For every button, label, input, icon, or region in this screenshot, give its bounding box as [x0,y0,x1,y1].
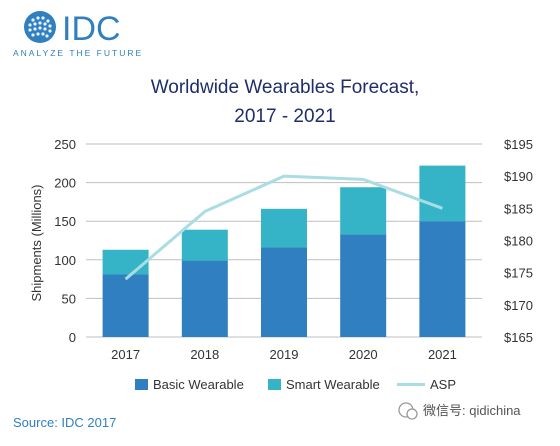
wechat-watermark: 微信号: qidichina [399,403,521,419]
y-tick-label: 50 [62,291,76,306]
bar-basic-wearable [340,234,386,337]
y-tick-label: 100 [54,253,76,268]
x-tick-label: 2020 [349,347,378,362]
x-tick-label: 2021 [428,347,457,362]
y-tick-label: 150 [54,214,76,229]
logo-tagline: ANALYZE THE FUTURE [13,48,143,58]
bar-basic-wearable [182,261,228,337]
bar-basic-wearable [419,221,465,337]
y2-tick-label: $175 [504,266,533,281]
y-tick-label: 250 [54,137,76,152]
globe-icon [24,11,56,43]
chart-title: Worldwide Wearables Forecast, [151,77,420,98]
legend-swatch-basic [135,379,148,390]
bar-smart-wearable [261,209,307,248]
x-tick-label: 2018 [190,347,219,362]
y-axis-label: Shipments (Millions) [29,184,44,301]
bar-basic-wearable [261,247,307,337]
source-note: Source: IDC 2017 [13,415,116,430]
y2-tick-label: $195 [504,137,533,152]
y-tick-label: 200 [54,176,76,191]
x-tick-label: 2019 [270,347,299,362]
legend-swatch-smart [268,379,281,390]
x-tick-label: 2017 [111,347,140,362]
legend-item-asp: ASP [397,377,456,392]
bar-smart-wearable [419,166,465,222]
chart-subtitle: 2017 - 2021 [234,106,335,127]
wechat-icon [399,403,417,419]
bar-smart-wearable [103,250,149,275]
legend-label-basic: Basic Wearable [153,377,244,392]
y2-tick-label: $180 [504,234,533,249]
logo-text: IDC [62,10,121,48]
wechat-id: 微信号: qidichina [423,403,521,418]
bar-smart-wearable [182,230,228,261]
bar-basic-wearable [103,274,149,337]
y2-tick-labels: $165 $170 $175 $180 $185 $190 $195 [504,137,533,345]
y2-tick-label: $190 [504,169,533,184]
y-tick-label: 0 [69,330,76,345]
y2-tick-label: $185 [504,201,533,216]
x-tick-labels: 2017 2018 2019 2020 2021 [111,347,457,362]
y2-tick-label: $170 [504,298,533,313]
legend-item-basic: Basic Wearable [135,377,244,392]
legend-label-smart: Smart Wearable [286,377,380,392]
legend-item-smart: Smart Wearable [268,377,380,392]
y2-tick-label: $165 [504,330,533,345]
legend: Basic Wearable Smart Wearable ASP [135,377,456,392]
y-tick-labels: 0 50 100 150 200 250 [54,137,76,345]
idc-logo: IDC ANALYZE THE FUTURE [13,10,143,58]
bar-smart-wearable [340,187,386,234]
legend-label-asp: ASP [430,377,456,392]
